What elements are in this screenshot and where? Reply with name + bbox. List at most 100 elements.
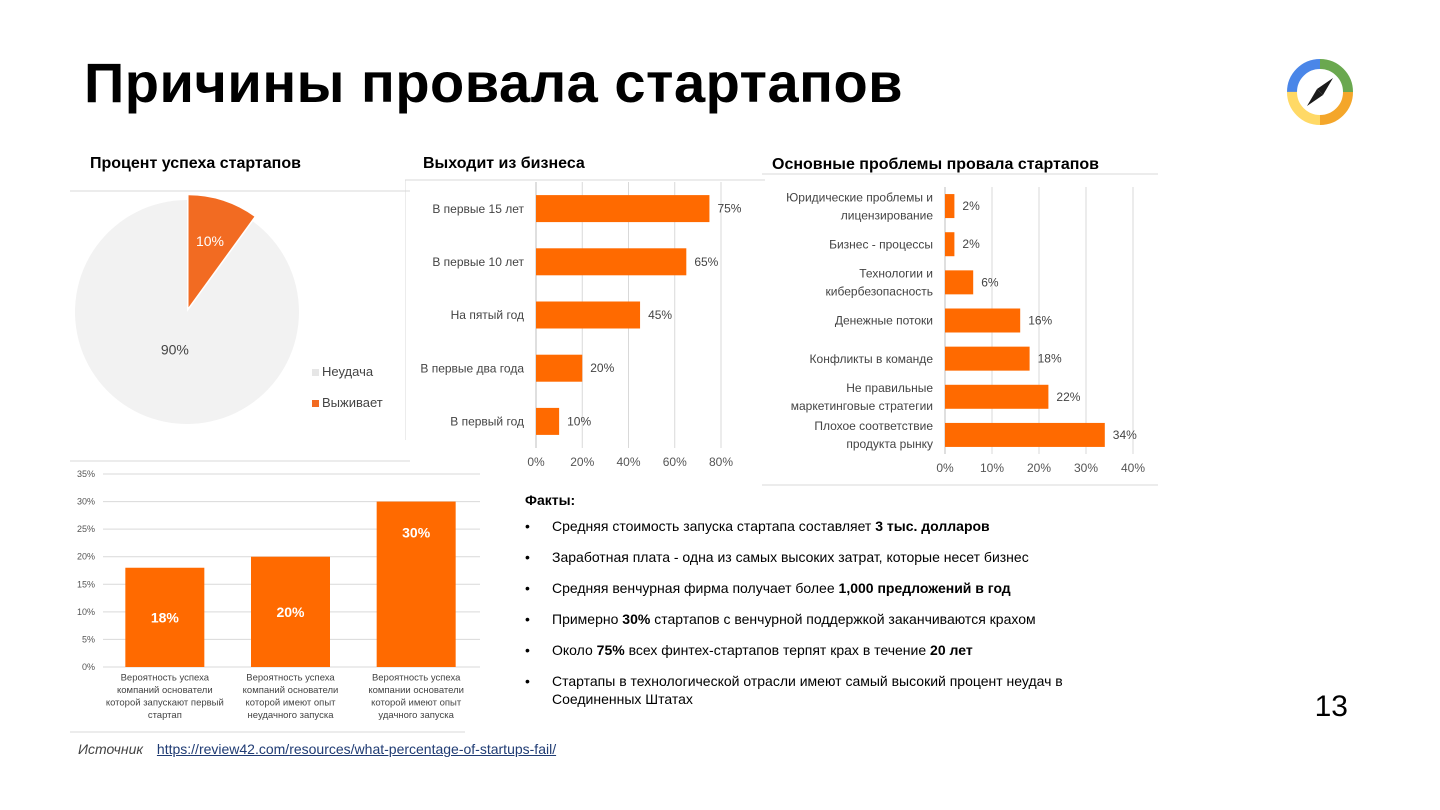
- tick-label: 0%: [936, 461, 954, 475]
- bar: [945, 232, 955, 257]
- pie-label: 90%: [161, 341, 189, 357]
- bullet: •: [525, 518, 530, 534]
- pie-slice: [75, 200, 299, 424]
- fact-item: • Стартапы в технологической отрасли имею…: [525, 672, 1145, 708]
- pie-chart-title: Процент успеха стартапов: [90, 155, 301, 172]
- fact-text: всех финтех-стартапов терпят крах в тече…: [624, 642, 931, 658]
- legend-entry: Выживает: [322, 395, 383, 410]
- bullet: •: [525, 673, 530, 689]
- tick-label: 0%: [82, 662, 95, 672]
- tick-label: 5%: [82, 634, 95, 644]
- facts-title: Факты:: [525, 492, 576, 508]
- tick-label: 40%: [616, 455, 640, 469]
- fact-item: • Средняя венчурная фирма получает более …: [525, 579, 1145, 597]
- fact-highlight: 30%: [622, 611, 651, 627]
- bar: [376, 501, 456, 667]
- founders-bar-chart: 18% 20% 30% 0% 5% 10% 15% 20% 25% 30% 35% Вероятн…: [70, 460, 480, 733]
- fact-item: • Заработная плата - одна из самых высоки…: [525, 548, 1145, 566]
- category-label: Денежные потоки: [835, 314, 933, 328]
- fact-item: • Средняя стоимость запуска стартапа сост…: [525, 517, 1145, 535]
- compass-icon: [1286, 58, 1354, 126]
- exit-chart-title: Выходит из бизнеса: [423, 155, 585, 172]
- tick-label: 20%: [570, 455, 594, 469]
- fact-item: • Около 75% всех финтех-стартапов терпят …: [525, 641, 1145, 659]
- problems-chart-title: Основные проблемы провала стартапов: [772, 156, 1100, 173]
- tick-label: 30%: [77, 497, 95, 507]
- bullet: •: [525, 642, 530, 658]
- category-label: В первые два года: [420, 361, 524, 375]
- value-label: 34%: [1113, 428, 1137, 442]
- bullet: •: [525, 549, 530, 565]
- bar: [536, 301, 641, 329]
- value-label: 2%: [962, 199, 980, 213]
- value-label: 18%: [1038, 352, 1062, 366]
- bar: [125, 567, 205, 667]
- value-label: 30%: [402, 524, 431, 540]
- value-label: 20%: [590, 361, 614, 375]
- tick-label: 30%: [1074, 461, 1098, 475]
- source-label: Источник: [78, 741, 144, 757]
- bullet: •: [525, 580, 530, 596]
- bar: [251, 556, 330, 667]
- bar: [536, 248, 687, 276]
- bar: [945, 308, 1021, 333]
- legend-swatch: [312, 400, 319, 407]
- facts-block: Факты: • Средняя стоимость запуска старта…: [525, 492, 1145, 721]
- value-label: 22%: [1056, 390, 1080, 404]
- category-label: На пятый год: [451, 308, 524, 322]
- legend-swatch: [312, 369, 319, 376]
- tick-label: 20%: [1027, 461, 1051, 475]
- category-label: Вероятность успеха компаний основатели кот…: [243, 673, 339, 722]
- bar: [536, 354, 583, 382]
- tick-label: 25%: [77, 524, 95, 534]
- value-label: 20%: [276, 604, 305, 620]
- fact-highlight: 3 тыс. долларов: [875, 518, 990, 534]
- tick-label: 20%: [77, 552, 95, 562]
- slide-title: Причины провала стартапов: [84, 51, 904, 114]
- tick-label: 80%: [709, 455, 733, 469]
- source-line: Источник https://review42.com/resources/…: [78, 741, 556, 757]
- bar: [536, 407, 560, 435]
- category-label: Юридические проблемы и лицензирование: [786, 190, 933, 222]
- value-label: 6%: [981, 275, 999, 289]
- fact-highlight: 20 лет: [930, 642, 973, 658]
- exit-bar-chart: В первые 15 лет В первые 10 лет На пятый г…: [405, 179, 765, 469]
- category-label: Не правильные маркетинговые стратегии: [791, 381, 934, 413]
- tick-label: 35%: [77, 469, 95, 479]
- pie-label: 10%: [196, 233, 224, 249]
- facts-list: • Средняя стоимость запуска стартапа сост…: [525, 517, 1145, 708]
- problems-bar-chart: Юридические проблемы и лицензирование Бизн…: [762, 173, 1158, 486]
- fact-text: Средняя венчурная фирма получает более: [552, 580, 839, 596]
- fact-text: стартапов с венчурной поддержкой заканчи…: [650, 611, 1036, 627]
- tick-label: 10%: [980, 461, 1004, 475]
- category-label: Вероятность успеха компаний основатели кот…: [106, 673, 224, 722]
- fact-highlight: 1,000 предложений в год: [838, 580, 1011, 596]
- value-label: 10%: [567, 414, 591, 428]
- tick-label: 0%: [527, 455, 545, 469]
- fact-text: Стартапы в технологической отрасли имеют…: [552, 673, 1063, 707]
- tick-label: 15%: [77, 579, 95, 589]
- bar: [536, 195, 710, 223]
- bullet: •: [525, 611, 530, 627]
- category-label: Бизнес - процессы: [829, 237, 933, 251]
- fact-text: Заработная плата - одна из самых высоких…: [552, 549, 1029, 565]
- value-label: 16%: [1028, 314, 1052, 328]
- bar: [945, 346, 1030, 371]
- category-label: В первые 15 лет: [432, 202, 524, 216]
- category-label: Вероятность успеха компании основатели кот…: [368, 673, 464, 722]
- value-label: 65%: [694, 255, 718, 269]
- page-number: 13: [1314, 690, 1348, 723]
- category-label: В первый год: [450, 415, 524, 429]
- bar: [945, 270, 974, 295]
- bar: [945, 422, 1105, 447]
- pie-slice: [188, 195, 255, 308]
- fact-text: Средняя стоимость запуска стартапа соста…: [552, 518, 876, 534]
- value-label: 2%: [962, 237, 980, 251]
- category-label: Конфликты в команде: [810, 352, 934, 366]
- fact-text: Около: [552, 642, 597, 658]
- tick-label: 40%: [1121, 461, 1145, 475]
- bar: [945, 194, 955, 219]
- value-label: 18%: [151, 609, 180, 625]
- fact-text: Примерно: [552, 611, 623, 627]
- source-link[interactable]: https://review42.com/resources/what-perc…: [156, 741, 557, 757]
